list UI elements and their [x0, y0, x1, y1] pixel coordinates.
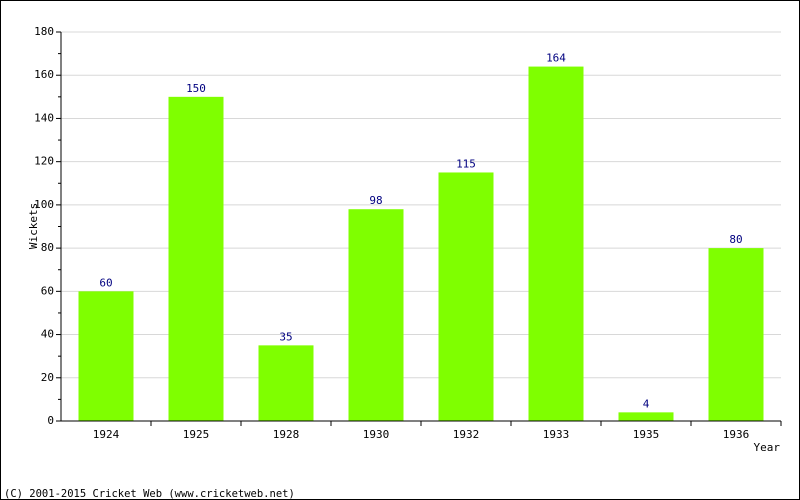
data-label-1925: 150	[186, 82, 206, 95]
data-label-1924: 60	[99, 276, 112, 289]
bar-1936	[708, 248, 764, 421]
bar-1928	[258, 345, 314, 421]
axes-layer	[56, 31, 782, 426]
labels-layer: 0 20 40 60 80 100 120 140 160 180 60 1924 150 1925 35 1…	[34, 25, 749, 441]
x-tick-label-1935: 1935	[633, 428, 660, 441]
x-tick-label-1924: 1924	[93, 428, 120, 441]
bar-1932	[438, 172, 494, 421]
bar-1935	[618, 412, 674, 421]
y-tick-label-80: 80	[41, 241, 54, 254]
data-label-1932: 115	[456, 157, 476, 170]
bar-1924	[78, 291, 134, 421]
y-tick-label-180: 180	[34, 25, 54, 38]
y-tick-label-140: 140	[34, 111, 54, 124]
bar-1930	[348, 209, 404, 421]
y-tick-label-100: 100	[34, 198, 54, 211]
copyright-footer: (C) 2001-2015 Cricket Web (www.cricketwe…	[4, 488, 295, 500]
data-label-1935: 4	[643, 397, 650, 410]
x-tick-label-1928: 1928	[273, 428, 300, 441]
y-tick-label-160: 160	[34, 68, 54, 81]
data-label-1930: 98	[369, 194, 382, 207]
bars-layer	[78, 66, 764, 422]
bar-1925	[168, 96, 224, 421]
y-tick-label-120: 120	[34, 155, 54, 168]
x-tick-label-1936: 1936	[723, 428, 750, 441]
data-label-1928: 35	[279, 330, 292, 343]
data-label-1936: 80	[729, 233, 742, 246]
y-axis-title: Wickets	[27, 203, 40, 249]
data-label-1933: 164	[546, 52, 566, 65]
x-axis-title: Year	[754, 441, 781, 454]
x-tick-label-1925: 1925	[183, 428, 210, 441]
bar-1933	[528, 66, 584, 422]
x-tick-label-1932: 1932	[453, 428, 480, 441]
y-tick-label-60: 60	[41, 284, 54, 297]
y-tick-label-20: 20	[41, 371, 54, 384]
y-tick-label-40: 40	[41, 328, 54, 341]
y-tick-label-0: 0	[47, 414, 54, 427]
x-tick-label-1930: 1930	[363, 428, 390, 441]
x-tick-label-1933: 1933	[543, 428, 570, 441]
